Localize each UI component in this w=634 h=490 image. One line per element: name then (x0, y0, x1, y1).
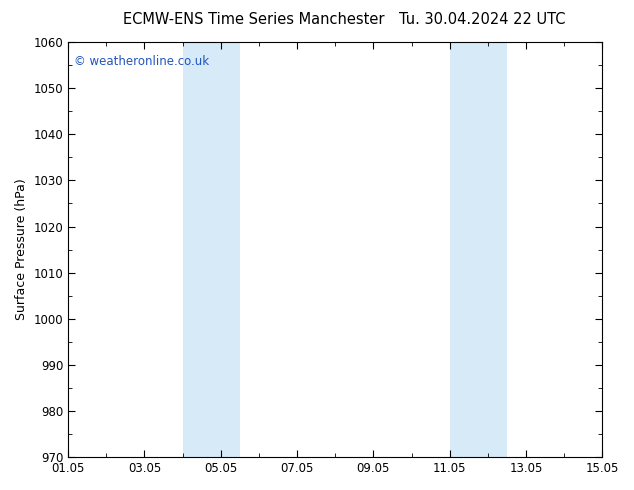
Text: ECMW-ENS Time Series Manchester: ECMW-ENS Time Series Manchester (123, 12, 384, 27)
Y-axis label: Surface Pressure (hPa): Surface Pressure (hPa) (15, 179, 28, 320)
Bar (450, 42, 507, 457)
Text: © weatheronline.co.uk: © weatheronline.co.uk (74, 54, 209, 68)
Text: Tu. 30.04.2024 22 UTC: Tu. 30.04.2024 22 UTC (399, 12, 565, 27)
Bar (183, 42, 240, 457)
